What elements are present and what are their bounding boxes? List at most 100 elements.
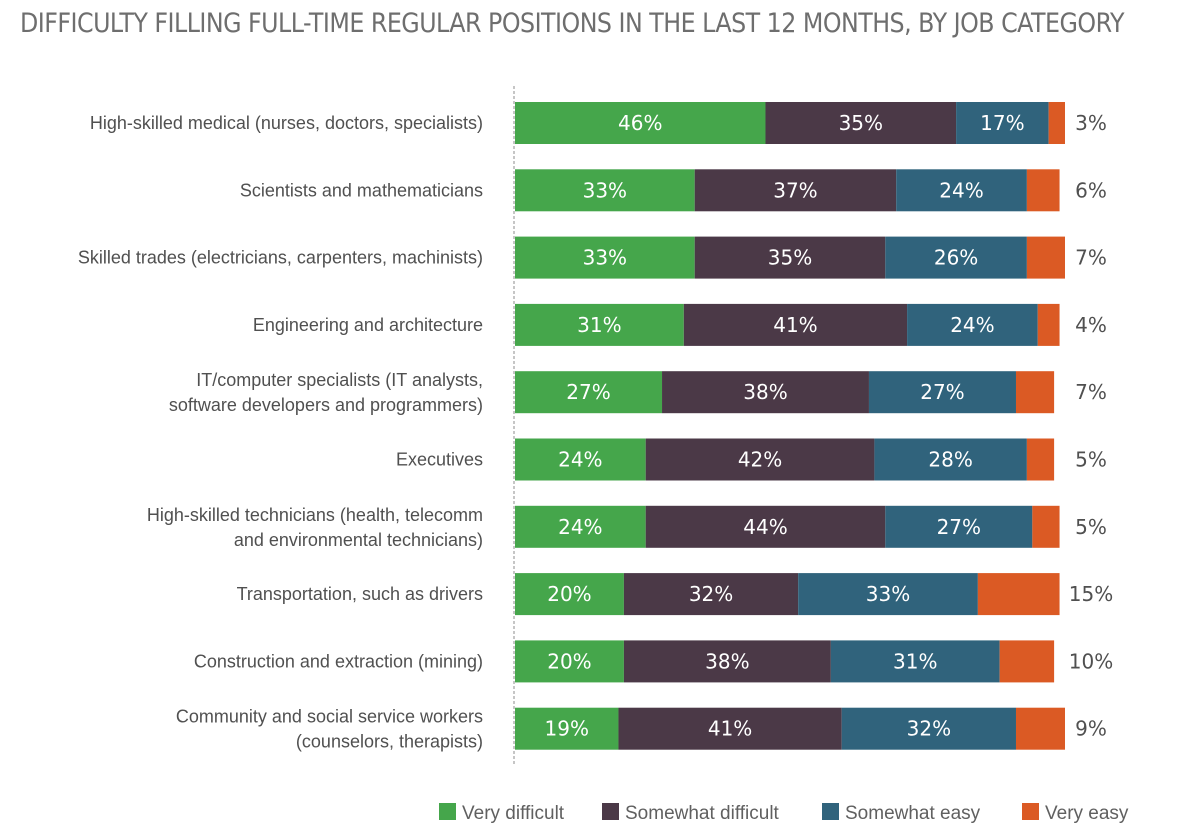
bar-very-easy: [977, 573, 1060, 616]
data-label-somewhat-difficult: 42%: [738, 448, 782, 472]
data-label-very-difficult: 24%: [558, 515, 602, 539]
bar-very-difficult: [515, 640, 624, 683]
bar-somewhat-easy: [830, 640, 1000, 683]
legend-swatch-very-easy: [1022, 803, 1039, 820]
category-label: Community and social service workers (cou…: [176, 707, 483, 752]
data-label-somewhat-easy: 17%: [980, 111, 1024, 135]
bar-somewhat-difficult: [645, 505, 886, 548]
data-label-somewhat-difficult: 37%: [773, 178, 817, 202]
data-label-somewhat-difficult: 35%: [839, 111, 883, 135]
category-label-line: Executives: [396, 450, 483, 470]
data-label-somewhat-easy: 33%: [866, 582, 910, 606]
category-label-line: Skilled trades (electricians, carpenters…: [78, 248, 483, 268]
data-label-somewhat-easy: 28%: [928, 448, 972, 472]
bar-very-difficult: [515, 303, 684, 346]
category-label-line: High-skilled medical (nurses, doctors, s…: [90, 113, 483, 133]
bar-somewhat-difficult: [683, 303, 908, 346]
bar-very-difficult: [515, 371, 663, 414]
bar-somewhat-easy: [841, 707, 1016, 750]
bar-somewhat-difficult: [645, 438, 875, 481]
bar-very-easy: [1015, 707, 1065, 750]
data-label-very-difficult: 33%: [583, 246, 627, 270]
category-label: Engineering and architecture: [253, 315, 483, 335]
category-label-line: High-skilled technicians (health, teleco…: [147, 505, 483, 525]
category-label: High-skilled medical (nurses, doctors, s…: [90, 113, 483, 133]
data-label-somewhat-easy: 24%: [939, 178, 983, 202]
data-label-somewhat-easy: 27%: [920, 380, 964, 404]
data-label-very-difficult: 20%: [547, 649, 591, 673]
data-label-very-difficult: 46%: [618, 111, 662, 135]
bar-very-easy: [1015, 371, 1055, 414]
legend-label-somewhat-easy: Somewhat easy: [845, 803, 981, 824]
data-label-very-easy: 7%: [1075, 246, 1107, 270]
legend-label-very-easy: Very easy: [1045, 803, 1129, 824]
bar-somewhat-easy: [868, 371, 1016, 414]
category-label-line: Community and social service workers: [176, 707, 483, 727]
bar-very-easy: [1026, 438, 1055, 481]
data-label-very-difficult: 27%: [566, 380, 610, 404]
data-label-very-easy: 4%: [1075, 313, 1107, 337]
bar-very-difficult: [515, 236, 695, 279]
data-label-very-difficult: 20%: [547, 582, 591, 606]
category-label-line: (counselors, therapists): [296, 732, 483, 752]
data-label-very-easy: 6%: [1075, 178, 1107, 202]
bar-somewhat-difficult: [618, 707, 842, 750]
bar-very-easy: [1048, 102, 1065, 144]
bar-somewhat-difficult: [694, 169, 897, 212]
bar-very-difficult: [515, 102, 766, 144]
legend-swatch-somewhat-difficult: [602, 803, 619, 820]
bar-very-difficult: [515, 169, 695, 212]
data-label-very-difficult: 31%: [577, 313, 621, 337]
data-label-somewhat-difficult: 41%: [773, 313, 817, 337]
data-label-very-difficult: 24%: [558, 448, 602, 472]
data-label-very-easy: 15%: [1069, 582, 1113, 606]
data-label-very-easy: 5%: [1075, 515, 1107, 539]
bar-very-difficult: [515, 438, 646, 481]
bar-somewhat-difficult: [623, 640, 831, 683]
category-label: Construction and extraction (mining): [194, 651, 483, 671]
legend-swatch-somewhat-easy: [822, 803, 839, 820]
data-label-very-easy: 3%: [1075, 111, 1107, 135]
category-label-line: Scientists and mathematicians: [240, 180, 483, 200]
bar-somewhat-easy: [885, 505, 1033, 548]
bar-very-easy: [1026, 236, 1065, 279]
data-label-very-easy: 9%: [1075, 717, 1107, 741]
category-label-line: IT/computer specialists (IT analysts,: [196, 370, 483, 390]
category-label-line: Engineering and architecture: [253, 315, 483, 335]
data-label-somewhat-easy: 26%: [934, 246, 978, 270]
bar-very-easy: [1032, 505, 1060, 548]
category-label: Scientists and mathematicians: [240, 180, 483, 200]
bar-somewhat-difficult: [765, 102, 957, 144]
bar-somewhat-easy: [798, 573, 978, 616]
data-label-very-difficult: 19%: [545, 717, 589, 741]
bar-very-difficult: [515, 573, 624, 616]
data-label-somewhat-difficult: 41%: [708, 717, 752, 741]
category-label: Executives: [396, 450, 483, 470]
category-label: Skilled trades (electricians, carpenters…: [78, 248, 483, 268]
bar-somewhat-easy: [956, 102, 1049, 144]
legend-label-somewhat-difficult: Somewhat difficult: [625, 803, 780, 824]
category-label-line: Construction and extraction (mining): [194, 651, 483, 671]
data-label-very-easy: 10%: [1069, 649, 1113, 673]
category-label-line: software developers and programmers): [169, 395, 483, 415]
bar-very-easy: [1037, 303, 1060, 346]
data-label-somewhat-difficult: 35%: [768, 246, 812, 270]
bar-very-difficult: [515, 707, 619, 750]
data-label-somewhat-difficult: 38%: [743, 380, 787, 404]
bar-somewhat-easy: [907, 303, 1038, 346]
bar-very-easy: [1026, 169, 1060, 212]
category-label-line: and environmental technicians): [234, 530, 483, 550]
bar-somewhat-difficult: [694, 236, 886, 279]
data-label-somewhat-easy: 24%: [950, 313, 994, 337]
legend-label-very-difficult: Very difficult: [462, 803, 565, 824]
data-label-very-easy: 5%: [1075, 448, 1107, 472]
data-label-somewhat-difficult: 32%: [689, 582, 733, 606]
chart-title: DIFFICULTY FILLING FULL-TIME REGULAR POS…: [20, 8, 1125, 39]
data-label-very-difficult: 33%: [583, 178, 627, 202]
bar-somewhat-difficult: [623, 573, 799, 616]
data-label-somewhat-easy: 31%: [893, 649, 937, 673]
data-label-somewhat-easy: 27%: [937, 515, 981, 539]
legend-swatch-very-difficult: [439, 803, 456, 820]
